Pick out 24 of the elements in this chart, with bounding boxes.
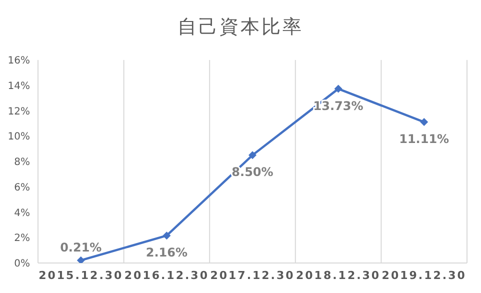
y-tick-label: 10%: [8, 132, 30, 143]
point: [76, 256, 85, 263]
data-label: 11.11%: [399, 132, 450, 146]
y-tick-label: 6%: [14, 182, 30, 194]
y-tick-label: 16%: [8, 56, 30, 67]
x-tick-label: 2016.12.30: [124, 268, 209, 282]
point: [420, 118, 428, 126]
y-tick-label: 0%: [14, 258, 30, 270]
data-label: 2.16%: [146, 246, 188, 260]
chart-title: 自己資本比率: [176, 15, 304, 40]
y-tick-label: 2%: [14, 233, 30, 244]
x-tick-label: 2019.12.30: [382, 268, 466, 282]
y-tick-label: 8%: [14, 157, 30, 168]
y-tick-label: 4%: [14, 208, 30, 219]
data-label: 13.73%: [313, 98, 364, 113]
x-tick-label: 2018.12.30: [296, 268, 381, 282]
x-tick-label: 2015.12.30: [38, 268, 124, 282]
y-tick-label: 14%: [8, 80, 30, 92]
point: [162, 232, 171, 240]
x-tick-label: 2017.12.30: [210, 268, 295, 282]
data-label: 0.21%: [60, 240, 102, 254]
point: [334, 84, 342, 93]
y-tick-label: 12%: [8, 106, 30, 118]
point: [248, 151, 256, 160]
